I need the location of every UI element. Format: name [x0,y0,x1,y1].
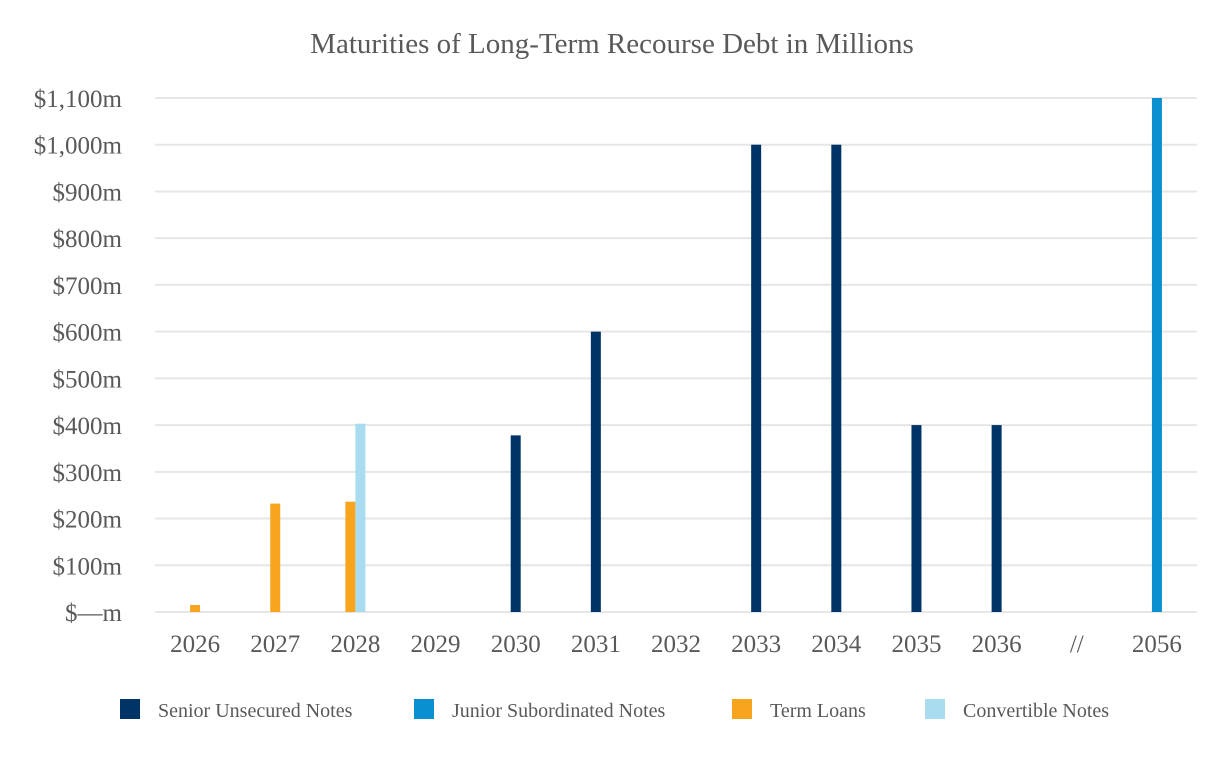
legend-label: Junior Subordinated Notes [452,700,666,722]
x-tick-label: 2027 [250,631,300,658]
y-tick-label: $200m [53,507,123,534]
y-tick-label: $500m [53,366,123,393]
x-axis-ticks: 2026 2027 2028 2029 2030 2031 2032 2033 2034 2035… [170,631,1182,658]
x-tick-label: 2026 [170,631,220,658]
x-tick-label: 2033 [731,631,781,658]
legend-item-senior-unsecured-notes: Senior Unsecured Notes [120,699,353,722]
legend-item-junior-subordinated-notes: Junior Subordinated Notes [414,699,666,722]
y-tick-label: $—m [65,600,123,627]
y-tick-label: $300m [53,460,123,487]
bar-term-loans-2027 [270,503,281,612]
legend-item-convertible-notes: Convertible Notes [925,699,1109,722]
legend-item-term-loans: Term Loans [732,699,866,722]
bar-senior-unsecured-notes-2031 [590,331,601,612]
bar-senior-unsecured-notes-2033 [751,144,762,612]
bar-senior-unsecured-notes-2036 [991,425,1002,612]
x-tick-label: 2032 [651,631,701,658]
x-tick-label: 2030 [491,631,541,658]
x-tick-label: 2031 [571,631,621,658]
x-tick-label: 2029 [411,631,461,658]
legend-swatch [120,699,140,719]
legend-swatch [414,699,434,719]
x-tick-label: 2056 [1132,631,1182,658]
legend-swatch [732,699,752,719]
bar-senior-unsecured-notes-2030 [510,435,521,612]
bar-term-loans-2028 [345,501,356,612]
legend-label: Term Loans [770,700,866,722]
x-tick-label: 2034 [811,631,862,658]
y-tick-label: $1,000m [34,133,123,160]
x-tick-label: 2028 [330,631,380,658]
y-tick-label: $1,100m [34,86,123,113]
y-tick-label: $400m [53,413,123,440]
bars-layer [190,98,1162,612]
bar-term-loans-2026 [190,604,201,612]
y-tick-label: $900m [53,179,123,206]
chart-title: Maturities of Long-Term Recourse Debt in… [310,28,914,60]
bar-senior-unsecured-notes-2034 [831,144,842,612]
x-tick-label: 2036 [972,631,1022,658]
legend: Senior Unsecured Notes Junior Subordinate… [120,699,1109,722]
y-tick-label: $100m [53,553,123,580]
bar-junior-subordinated-notes-2056 [1151,98,1162,612]
x-tick-label: 2035 [891,631,941,658]
x-tick-label: // [1070,631,1084,658]
y-tick-label: $600m [53,320,123,347]
y-tick-label: $800m [53,226,123,253]
bar-convertible-notes-2028 [355,423,366,612]
legend-label: Convertible Notes [963,700,1109,722]
y-tick-label: $700m [53,273,123,300]
grid-layer: $—m $100m $200m $300m $400m $500m $600m $700m $8… [34,86,1197,627]
legend-swatch [925,699,945,719]
bar-senior-unsecured-notes-2035 [911,425,922,612]
legend-label: Senior Unsecured Notes [158,700,353,722]
